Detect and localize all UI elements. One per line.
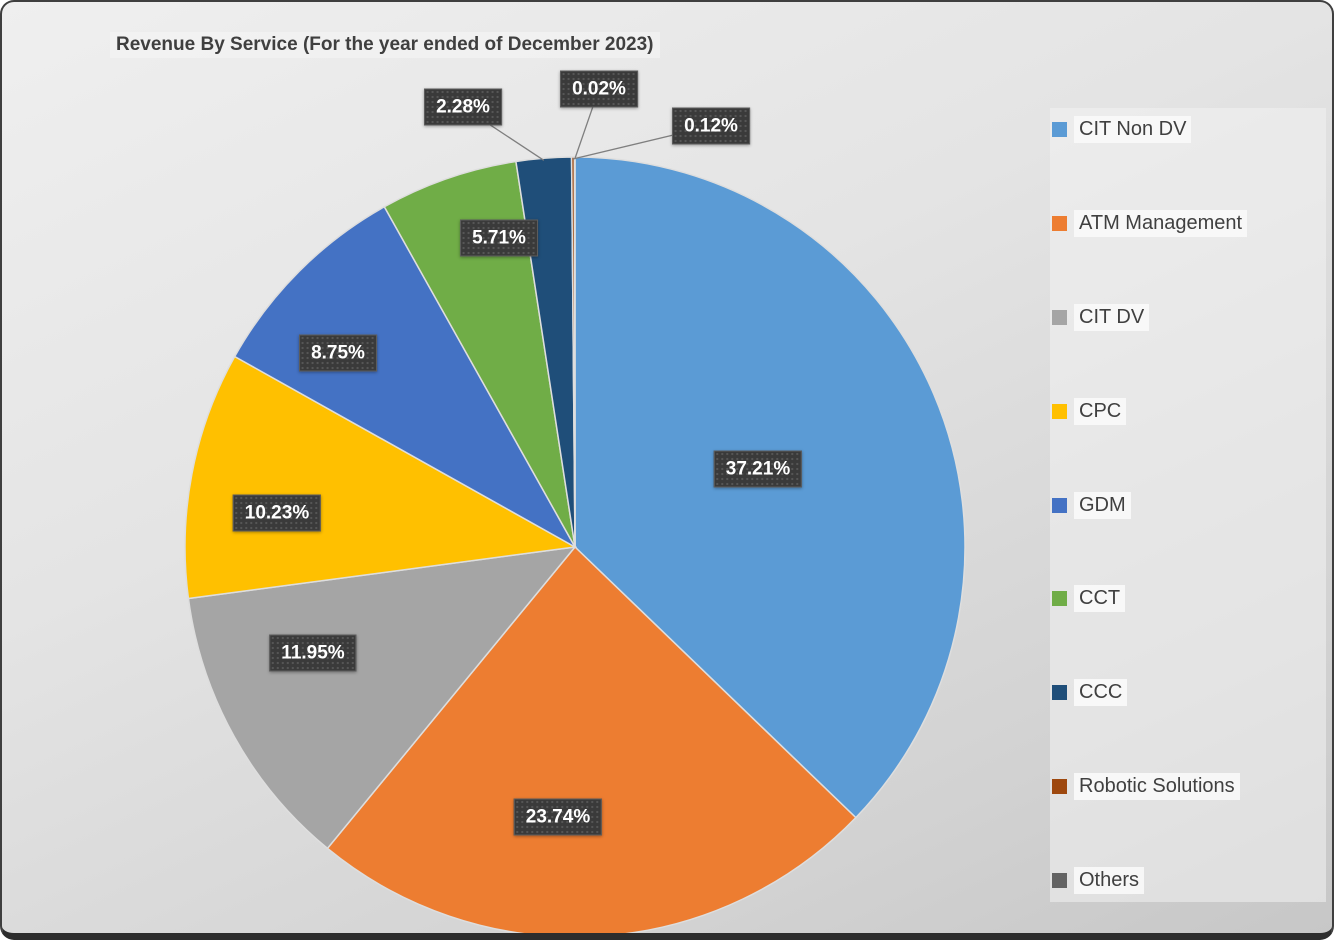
legend-label: ATM Management bbox=[1074, 209, 1248, 237]
legend: CIT Non DV ATM Management CIT DV CPC GDM CCT C… bbox=[1050, 108, 1326, 902]
legend-item-robotic-solutions[interactable]: Robotic Solutions bbox=[1052, 773, 1324, 801]
pie-slice-cpc[interactable] bbox=[184, 355, 578, 600]
legend-swatch-robotic-solutions bbox=[1052, 779, 1067, 795]
legend-item-cpc[interactable]: CPC bbox=[1052, 397, 1324, 425]
legend-item-gdm[interactable]: GDM bbox=[1052, 491, 1324, 519]
legend-swatch-ccc bbox=[1052, 685, 1067, 701]
pie-slice-cit-dv[interactable] bbox=[187, 546, 577, 850]
pie-slice-atm-management[interactable] bbox=[326, 545, 857, 937]
pie-slice-gdm[interactable] bbox=[233, 205, 577, 549]
legend-label: CCT bbox=[1074, 585, 1126, 613]
legend-swatch-atm-management bbox=[1052, 215, 1067, 231]
leader-line-ccc bbox=[462, 106, 545, 161]
legend-label: CCC bbox=[1074, 679, 1128, 707]
legend-swatch-others bbox=[1052, 873, 1067, 888]
leader-line-others bbox=[574, 88, 600, 160]
legend-label: GDM bbox=[1074, 491, 1131, 519]
legend-label: CIT Non DV bbox=[1074, 116, 1192, 143]
legend-label: Robotic Solutions bbox=[1074, 773, 1240, 801]
leader-line-robotic-solutions bbox=[572, 125, 712, 160]
legend-item-others[interactable]: Others bbox=[1052, 867, 1324, 894]
legend-item-atm-management[interactable]: ATM Management bbox=[1052, 209, 1324, 237]
legend-swatch-gdm bbox=[1052, 497, 1067, 513]
legend-item-cit-non-dv[interactable]: CIT Non DV bbox=[1052, 116, 1324, 143]
legend-swatch-cpc bbox=[1052, 403, 1067, 419]
legend-swatch-cct bbox=[1052, 591, 1067, 607]
legend-swatch-cit-dv bbox=[1052, 309, 1067, 325]
chart-title: Revenue By Service (For the year ended o… bbox=[110, 32, 660, 58]
pie-slice-cct[interactable] bbox=[383, 160, 576, 548]
legend-label: Others bbox=[1074, 867, 1145, 894]
legend-item-cit-dv[interactable]: CIT DV bbox=[1052, 303, 1324, 331]
legend-label: CPC bbox=[1074, 397, 1127, 425]
legend-label: CIT DV bbox=[1074, 303, 1150, 331]
legend-item-cct[interactable]: CCT bbox=[1052, 585, 1324, 613]
legend-swatch-cit-non-dv bbox=[1052, 122, 1067, 137]
legend-item-ccc[interactable]: CCC bbox=[1052, 679, 1324, 707]
